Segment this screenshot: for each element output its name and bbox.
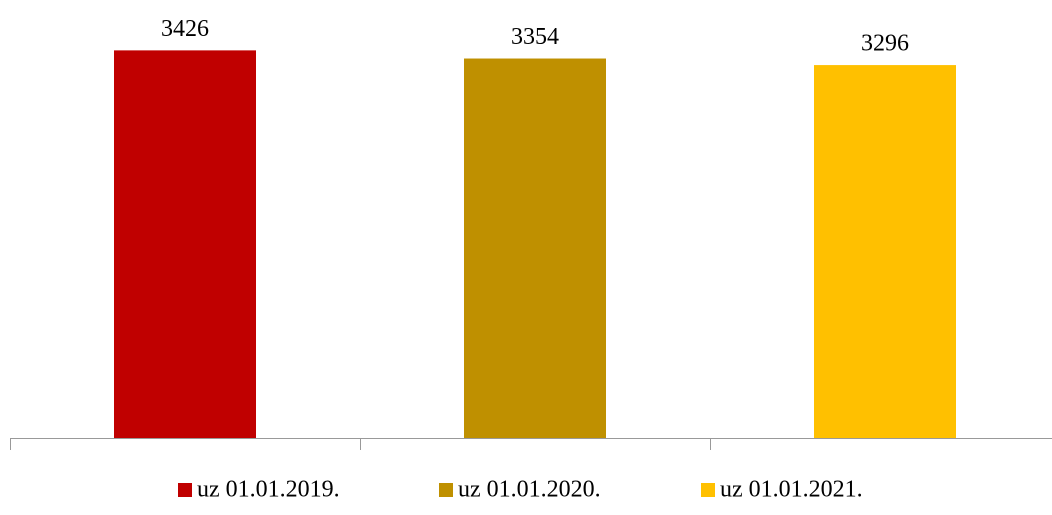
- value-label: 3296: [861, 31, 909, 57]
- legend-swatch: [701, 483, 715, 497]
- legend-label: uz 01.01.2019.: [197, 477, 340, 503]
- value-label: 3426: [161, 16, 209, 42]
- legend-swatch: [178, 483, 192, 497]
- legend-label: uz 01.01.2021.: [720, 477, 863, 503]
- legend-label: uz 01.01.2020.: [458, 477, 601, 503]
- bar: [464, 58, 606, 438]
- legend-swatch: [439, 483, 453, 497]
- bar: [814, 65, 956, 438]
- bar: [114, 50, 256, 439]
- value-label: 3354: [511, 24, 559, 50]
